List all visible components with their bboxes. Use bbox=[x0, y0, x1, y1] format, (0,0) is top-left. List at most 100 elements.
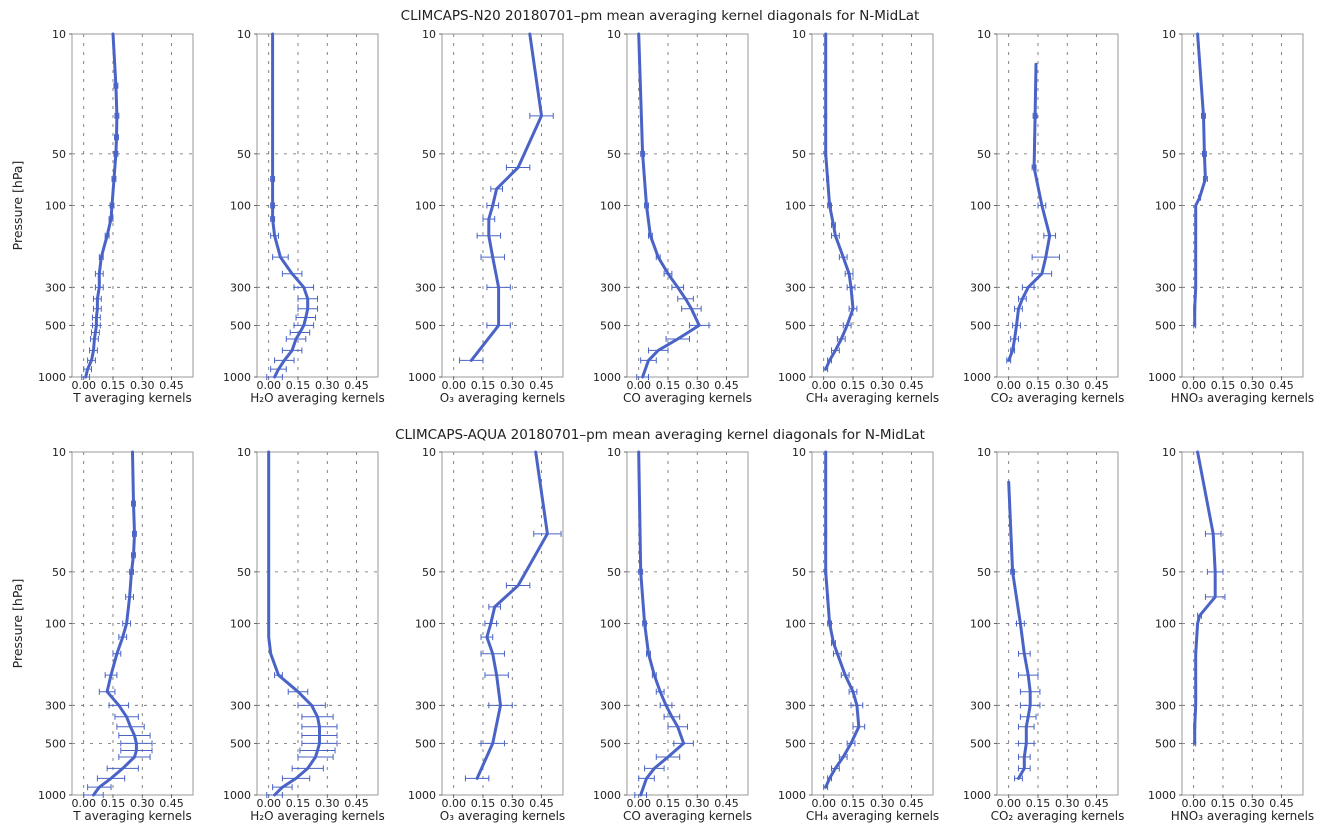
y-tick-label: 1000 bbox=[38, 789, 66, 802]
y-tick-label: 50 bbox=[977, 148, 991, 161]
y-tick-label: 300 bbox=[785, 699, 806, 712]
x-axis-label: T averaging kernels bbox=[72, 809, 191, 823]
y-tick-label: 500 bbox=[415, 737, 436, 750]
y-tick-label: 500 bbox=[600, 319, 621, 332]
y-tick-label: 100 bbox=[230, 200, 251, 213]
y-tick-label: 300 bbox=[970, 281, 991, 294]
x-axis-label: CO₂ averaging kernels bbox=[991, 391, 1125, 405]
y-tick-label: 100 bbox=[415, 618, 436, 631]
y-tick-label: 50 bbox=[792, 566, 806, 579]
y-tick-label: 50 bbox=[422, 566, 436, 579]
y-tick-label: 1000 bbox=[1148, 789, 1176, 802]
series-line bbox=[826, 452, 859, 787]
y-tick-label: 10 bbox=[792, 28, 806, 41]
figure-row-2: CLIMCAPS-AQUA 20180701–pm mean averaging… bbox=[10, 427, 1314, 823]
y-tick-label: 1000 bbox=[778, 371, 806, 384]
x-axis-label: H₂O averaging kernels bbox=[250, 809, 384, 823]
y-tick-label: 10 bbox=[52, 446, 66, 459]
y-tick-label: 300 bbox=[415, 281, 436, 294]
y-tick-label: 300 bbox=[970, 699, 991, 712]
y-tick-label: 1000 bbox=[38, 371, 66, 384]
x-axis-label: CH₄ averaging kernels bbox=[806, 809, 939, 823]
x-axis-label: CH₄ averaging kernels bbox=[806, 391, 939, 405]
y-tick-label: 100 bbox=[785, 618, 806, 631]
y-tick-label: 500 bbox=[785, 737, 806, 750]
y-tick-label: 10 bbox=[977, 28, 991, 41]
y-tick-label: 500 bbox=[1155, 319, 1176, 332]
y-tick-label: 300 bbox=[1155, 699, 1176, 712]
y-tick-label: 50 bbox=[607, 566, 621, 579]
y-tick-label: 100 bbox=[45, 200, 66, 213]
y-tick-label: 1000 bbox=[223, 371, 251, 384]
y-tick-label: 100 bbox=[230, 618, 251, 631]
y-tick-label: 500 bbox=[785, 319, 806, 332]
y-tick-label: 100 bbox=[600, 200, 621, 213]
y-tick-label: 50 bbox=[237, 566, 251, 579]
y-tick-label: 300 bbox=[45, 281, 66, 294]
panel-3: 105010030050010000.00 0.15 0.30 0.45O₃ aver… bbox=[408, 28, 565, 405]
y-tick-label: 50 bbox=[1162, 148, 1176, 161]
y-tick-label: 500 bbox=[970, 737, 991, 750]
y-tick-label: 50 bbox=[422, 148, 436, 161]
y-tick-label: 10 bbox=[237, 28, 251, 41]
y-tick-label: 300 bbox=[230, 281, 251, 294]
y-tick-label: 500 bbox=[970, 319, 991, 332]
y-tick-label: 10 bbox=[422, 446, 436, 459]
y-tick-label: 1000 bbox=[963, 789, 991, 802]
panel-2: 105010030050010000.00 0.15 0.30 0.45H₂O ave… bbox=[223, 446, 385, 823]
y-tick-label: 300 bbox=[785, 281, 806, 294]
y-tick-label: 500 bbox=[45, 737, 66, 750]
panel-1: 10 50 100 300 500 1000 0.00 0.15 0.30 0.45T avera… bbox=[38, 446, 193, 823]
y-tick-label: 300 bbox=[600, 699, 621, 712]
y-tick-label: 500 bbox=[45, 319, 66, 332]
series-line bbox=[1195, 34, 1206, 325]
series-line bbox=[1009, 482, 1030, 778]
y-tick-label: 50 bbox=[52, 148, 66, 161]
panel-1: 10 50 100 300 500 1000 0.00 0.15 0.30 0.45T avera… bbox=[38, 28, 193, 405]
y-tick-label: 1000 bbox=[408, 789, 436, 802]
y-tick-label: 100 bbox=[600, 618, 621, 631]
y-tick-label: 50 bbox=[52, 566, 66, 579]
y-tick-label: 10 bbox=[237, 446, 251, 459]
panel-3: 105010030050010000.00 0.15 0.30 0.45O₃ aver… bbox=[408, 446, 565, 823]
x-axis-label: HNO₃ averaging kernels bbox=[1171, 809, 1314, 823]
y-tick-label: 300 bbox=[415, 699, 436, 712]
y-tick-label: 100 bbox=[1155, 618, 1176, 631]
x-axis-label: CO averaging kernels bbox=[623, 809, 752, 823]
y-tick-label: 100 bbox=[415, 200, 436, 213]
y-tick-label: 500 bbox=[230, 319, 251, 332]
y-tick-label: 10 bbox=[792, 446, 806, 459]
y-tick-label: 50 bbox=[237, 148, 251, 161]
x-axis-label: H₂O averaging kernels bbox=[250, 391, 384, 405]
y-tick-label: 1000 bbox=[593, 371, 621, 384]
y-tick-label: 300 bbox=[1155, 281, 1176, 294]
y-tick-label: 500 bbox=[230, 737, 251, 750]
x-axis-label: CO averaging kernels bbox=[623, 391, 752, 405]
y-tick-label: 100 bbox=[1155, 200, 1176, 213]
series-line bbox=[826, 34, 853, 369]
y-tick-label: 500 bbox=[415, 319, 436, 332]
y-tick-label: 50 bbox=[1162, 566, 1176, 579]
x-axis-label: T averaging kernels bbox=[72, 391, 191, 405]
y-tick-label: 10 bbox=[422, 28, 436, 41]
y-tick-label: 10 bbox=[607, 28, 621, 41]
x-axis-label: HNO₃ averaging kernels bbox=[1171, 391, 1314, 405]
y-tick-label: 50 bbox=[792, 148, 806, 161]
chart-title: CLIMCAPS-N20 20180701–pm mean averaging … bbox=[401, 8, 920, 24]
y-tick-label: 10 bbox=[1162, 446, 1176, 459]
y-tick-label: 50 bbox=[977, 566, 991, 579]
y-tick-label: 300 bbox=[45, 699, 66, 712]
y-tick-label: 100 bbox=[970, 200, 991, 213]
y-tick-label: 300 bbox=[230, 699, 251, 712]
panel-7: 10 50 100 300 500 1000 0.00 0.15 0.30 0.45HNO₃ av… bbox=[1148, 446, 1314, 823]
y-tick-label: 500 bbox=[600, 737, 621, 750]
y-axis-label: Pressure [hPa] bbox=[10, 579, 25, 669]
x-axis-label: O₃ averaging kernels bbox=[440, 391, 565, 405]
figure-row-1: CLIMCAPS-N20 20180701–pm mean averaging … bbox=[10, 8, 1314, 405]
y-tick-label: 100 bbox=[45, 618, 66, 631]
y-tick-label: 1000 bbox=[223, 789, 251, 802]
